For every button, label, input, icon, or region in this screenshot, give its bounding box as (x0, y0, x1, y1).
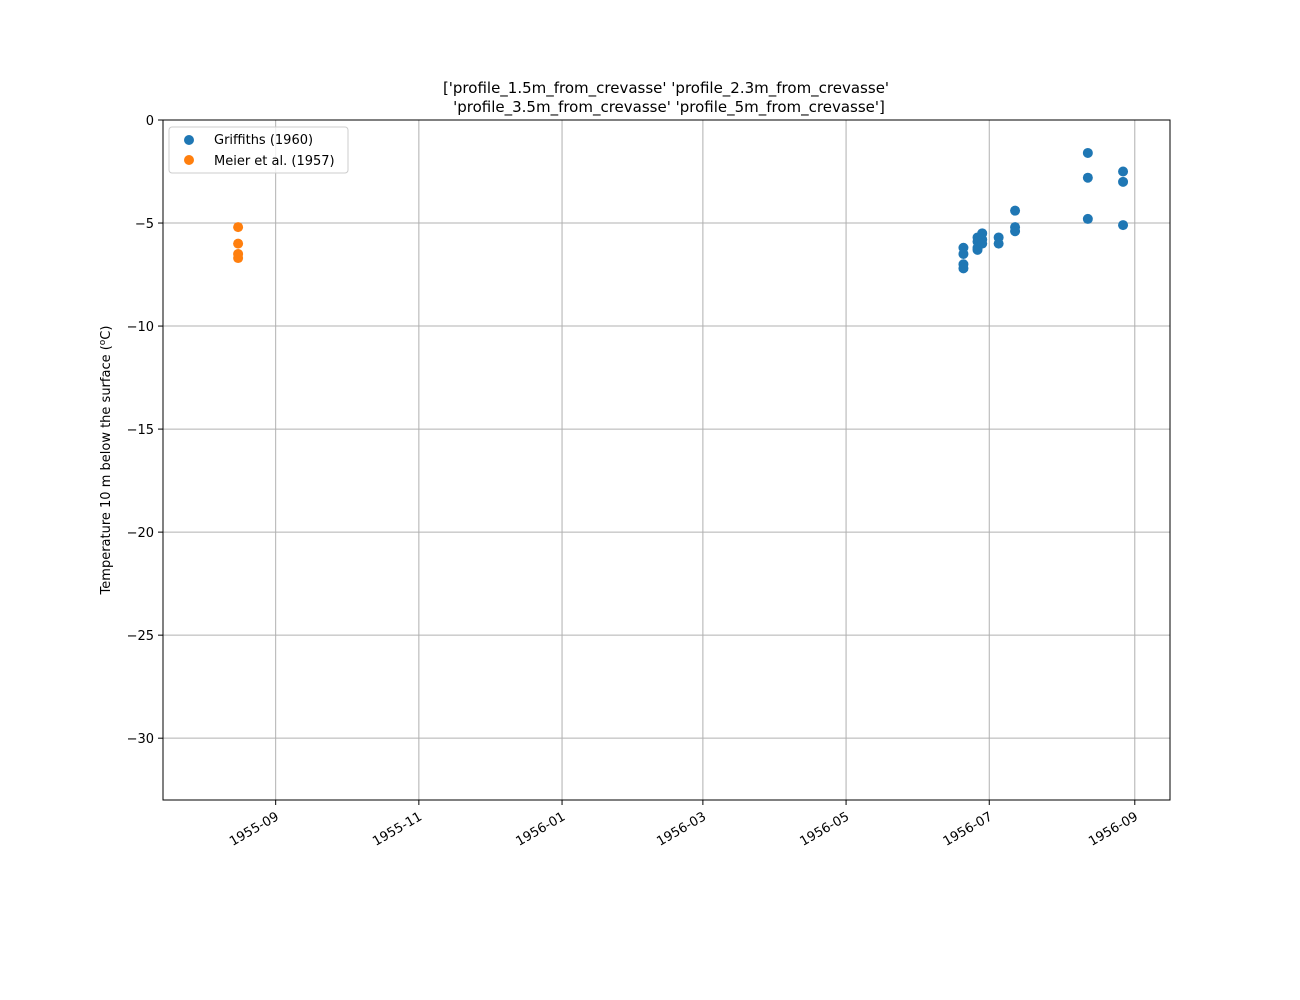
y-tick-label: 0 (146, 114, 154, 129)
data-point-series-1 (233, 238, 244, 249)
data-points (233, 147, 1129, 274)
x-tick-label: 1955-09 (227, 809, 282, 849)
chart-title-line-1: ['profile_1.5m_from_crevasse' 'profile_2… (443, 79, 889, 98)
data-point-series-0 (1010, 226, 1021, 237)
x-tick-label: 1956-05 (798, 809, 853, 849)
data-point-series-1 (233, 222, 244, 233)
legend-label-meier: Meier et al. (1957) (214, 154, 335, 169)
legend-label-griffiths: Griffiths (1960) (214, 133, 313, 148)
data-point-series-0 (1118, 220, 1129, 231)
x-tick-label: 1956-09 (1086, 809, 1141, 849)
x-tick-label: 1955-11 (370, 809, 425, 849)
x-tick-label: 1956-03 (654, 809, 709, 849)
data-point-series-0 (958, 263, 969, 274)
x-tick-label: 1956-07 (941, 809, 996, 849)
y-tick-label: −15 (127, 423, 154, 438)
axis-ticks: 1955-09 1955-11 1956-01 1956-03 1956-05 1956-… (127, 114, 1141, 850)
y-axis-label-unit: C) (99, 326, 114, 340)
y-axis-label-text: Temperature 10 m below the surface ( (99, 345, 114, 595)
legend: Griffiths (1960) Meier et al. (1957) (168, 126, 349, 174)
chart-title-line-2: 'profile_3.5m_from_crevasse' 'profile_5m… (453, 98, 885, 117)
data-point-series-1 (233, 253, 244, 264)
grid-lines (163, 119, 1170, 800)
data-point-series-0 (1082, 147, 1093, 158)
data-point-series-0 (977, 238, 988, 249)
data-point-series-0 (1118, 166, 1129, 177)
y-axis-label-unit-sup: o (98, 339, 108, 345)
y-axis-label: Temperature 10 m below the surface (oC) (98, 326, 114, 596)
legend-marker-griffiths (184, 135, 194, 145)
data-point-series-0 (958, 248, 969, 259)
y-tick-label: −20 (127, 526, 154, 541)
data-point-series-0 (1010, 205, 1021, 216)
data-point-series-0 (1082, 213, 1093, 224)
legend-marker-meier (184, 155, 194, 165)
data-point-series-0 (993, 238, 1004, 249)
y-tick-label: −30 (127, 732, 154, 747)
data-point-series-0 (1082, 172, 1093, 183)
y-tick-label: −10 (127, 320, 154, 335)
chart-title: ['profile_1.5m_from_crevasse' 'profile_2… (443, 79, 889, 117)
plot-frame (162, 119, 1171, 801)
x-tick-label: 1956-01 (513, 809, 568, 849)
legend-box (168, 126, 349, 174)
y-tick-label: −25 (127, 629, 154, 644)
data-point-series-0 (1118, 176, 1129, 187)
y-tick-label: −5 (135, 217, 154, 232)
